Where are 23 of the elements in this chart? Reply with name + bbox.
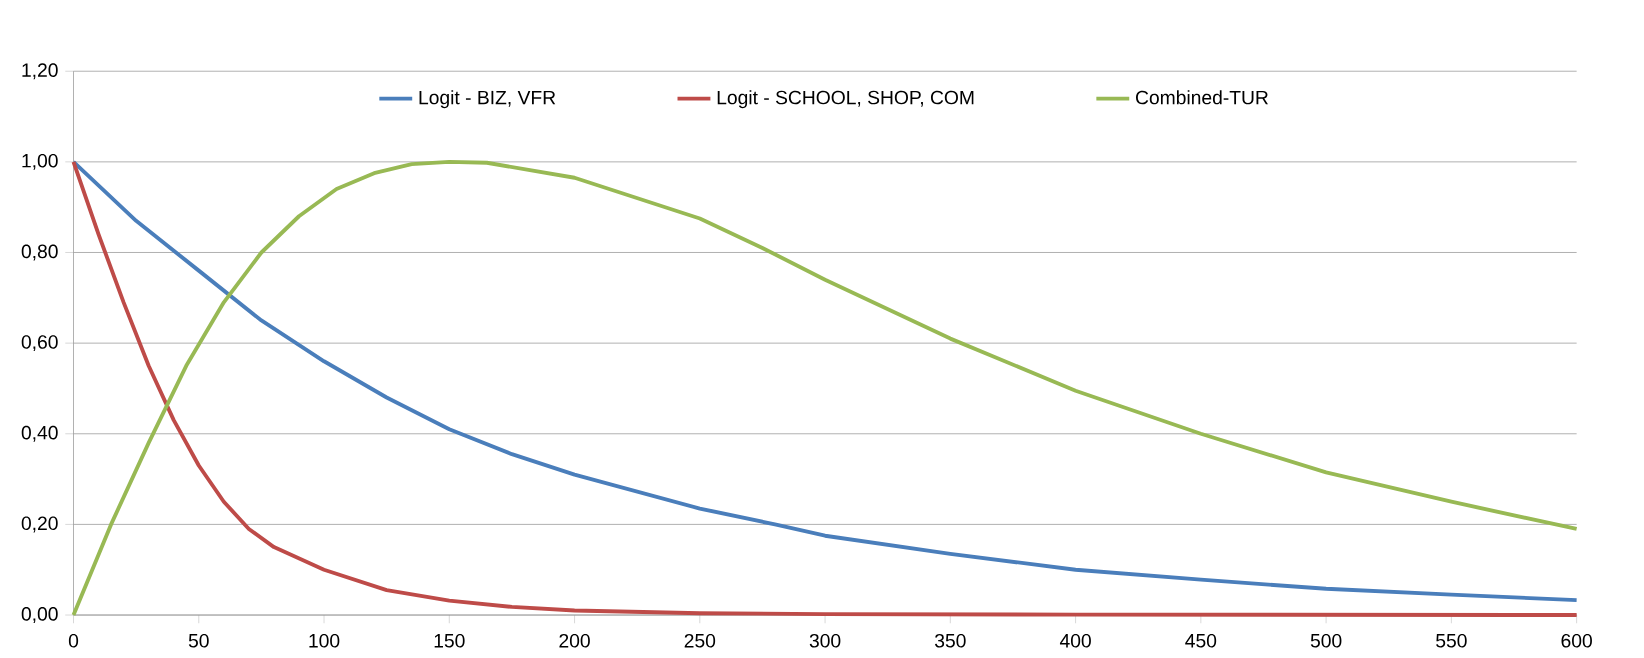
- legend-label: Logit - BIZ, VFR: [419, 90, 556, 109]
- x-tick-label: 600: [1561, 634, 1592, 648]
- x-tick-label: 450: [1185, 634, 1217, 648]
- x-tick-label: 50: [188, 634, 209, 648]
- y-tick-label: 1,00: [22, 154, 58, 171]
- x-tick-label: 0: [68, 634, 79, 648]
- x-tick-label: 400: [1059, 634, 1091, 648]
- x-tick-label: 250: [684, 634, 716, 648]
- legend-label: Combined-TUR: [1136, 90, 1268, 105]
- x-tick-label: 200: [559, 634, 590, 648]
- x-tick-label: 150: [434, 634, 465, 648]
- y-tick-label: 0,00: [21, 607, 58, 624]
- legend-label: Logit - SCHOOL, SHOP, COM: [717, 90, 974, 109]
- y-tick-label: 0,80: [21, 244, 58, 261]
- x-tick-label: 100: [309, 634, 340, 648]
- x-tick-label: 550: [1436, 634, 1467, 648]
- y-tick-label: 0,40: [21, 426, 58, 442]
- y-tick-label: 1,20: [22, 63, 58, 80]
- x-tick-label: 350: [934, 634, 966, 648]
- x-tick-label: 500: [1310, 634, 1342, 648]
- x-tick-label: 300: [809, 634, 841, 648]
- y-tick-label: 0,20: [21, 516, 58, 533]
- y-tick-label: 0,60: [21, 335, 58, 352]
